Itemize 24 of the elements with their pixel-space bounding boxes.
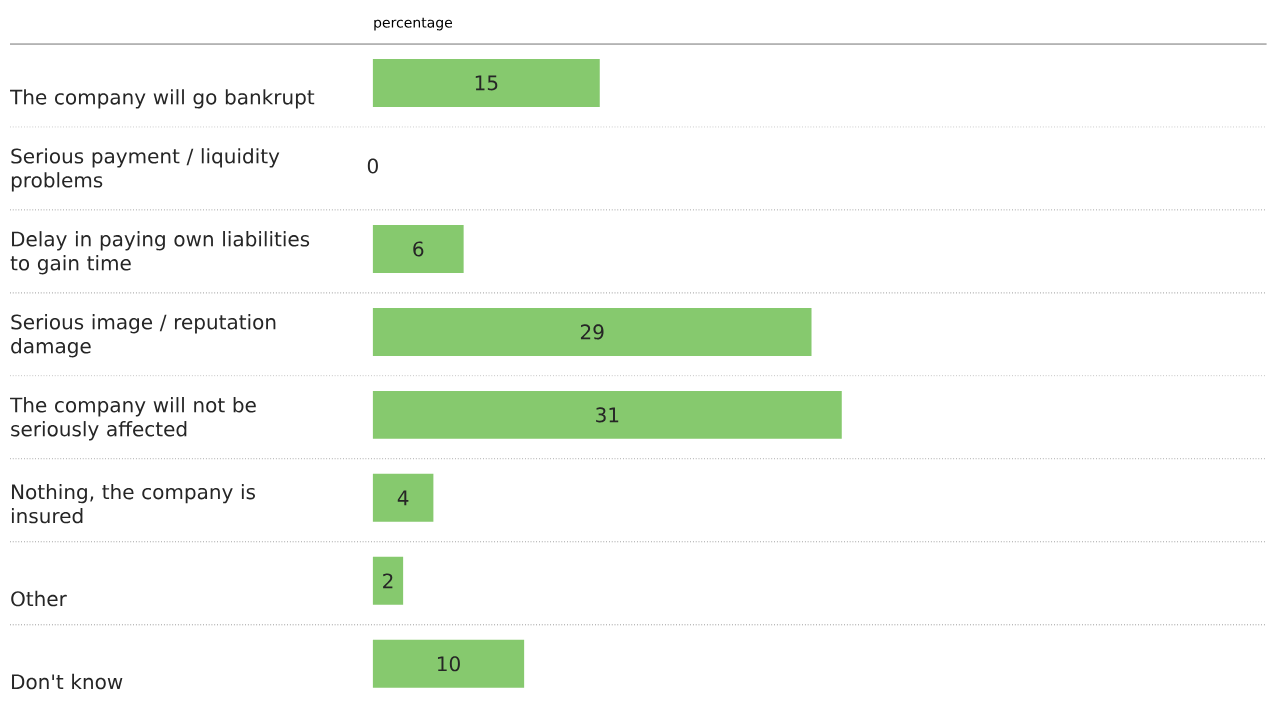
data-label: 4 [397, 490, 409, 506]
bar [372, 473, 434, 522]
data-label: 15 [475, 75, 498, 91]
data-label: 2 [383, 573, 393, 589]
y-tick-label: Delay in paying own liabilities to gain time [10, 231, 310, 275]
data-label: 31 [596, 407, 619, 423]
bar [372, 59, 600, 108]
y-tick-label: Serious payment / liquidity problems [11, 148, 280, 192]
data-label: 10 [437, 656, 460, 672]
bar [372, 390, 842, 439]
y-tick-label: Nothing, the company is insured [11, 484, 256, 524]
bar [372, 639, 525, 688]
y-tick-label: The company will go bankrupt [10, 89, 315, 109]
x-axis-title: percentage [374, 17, 453, 31]
bar [372, 225, 464, 274]
y-tick-label: Serious image / reputation damage [11, 314, 276, 358]
y-tick-label: Other [11, 590, 67, 607]
bar [372, 556, 404, 605]
data-label: 6 [413, 241, 424, 257]
y-tick-label: Don't know [12, 673, 123, 690]
y-tick-label: The company will not be seriously affected [10, 397, 256, 441]
data-label: 0 [367, 158, 378, 174]
data-label: 29 [580, 324, 604, 340]
bar [372, 308, 812, 357]
